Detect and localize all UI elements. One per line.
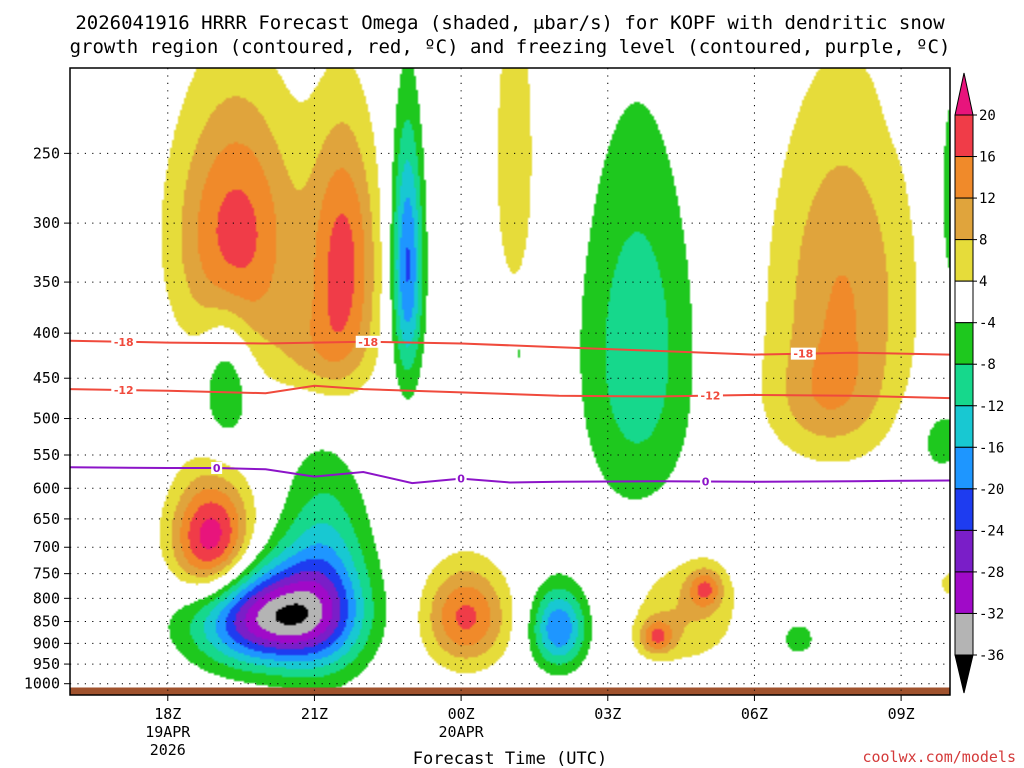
- isotherm-label: -18: [114, 336, 134, 349]
- colorbar-swatch: [954, 239, 974, 282]
- colorbar-swatch: [954, 363, 974, 407]
- y-tick-label: 400: [33, 324, 60, 342]
- colorbar-swatch: [954, 446, 974, 490]
- colorbar-over-arrow: [954, 72, 974, 116]
- colorbar-label: -12: [979, 399, 1004, 415]
- omega-shading: [70, 68, 950, 695]
- colorbar-label: -4: [979, 316, 996, 332]
- y-tick-label: 800: [33, 589, 60, 607]
- isotherm-label: -18: [793, 348, 813, 361]
- plot-frame: [69, 67, 951, 696]
- isotherm-label-bg: [790, 347, 816, 360]
- y-tick-label: 600: [33, 479, 60, 497]
- isotherm-label-bg: [455, 472, 467, 485]
- y-tick-label: 650: [33, 510, 60, 528]
- x-tick-date: 19APR: [145, 723, 191, 741]
- isotherm-label-bg: [211, 461, 223, 474]
- colorbar-label: -8: [979, 357, 996, 373]
- y-tick-label: 1000: [24, 675, 60, 693]
- y-tick-label: 350: [33, 273, 60, 291]
- y-tick-label: 250: [33, 144, 60, 162]
- isotherm-contours: -18 -18 -18 -12 -12 0 0 0: [70, 335, 950, 489]
- colorbar-swatch: [954, 612, 974, 656]
- y-tick-label: 300: [33, 214, 60, 232]
- colorbar: 20 16 12 8 4 -4 -8 -12 -16 -20 -24 -28 -32 -36: [954, 72, 1004, 694]
- colorbar-label: -28: [979, 565, 1004, 581]
- isotherm-label-bg: [700, 475, 712, 488]
- colorbar-label: -36: [979, 648, 1004, 664]
- credit-text: coolwx.com/models: [862, 748, 1016, 766]
- ground-surface: [70, 687, 950, 695]
- y-tick-label: 850: [33, 613, 60, 631]
- isotherm-label: -18: [358, 336, 378, 349]
- chart-title-line-2: growth region (contoured, red, ºC) and f…: [70, 36, 951, 58]
- x-tick-label: 18Z: [154, 705, 181, 723]
- colorbar-label: -20: [979, 482, 1004, 498]
- y-tick-label: 900: [33, 634, 60, 652]
- colorbar-swatch: [954, 280, 974, 324]
- colorbar-swatch: [954, 197, 974, 241]
- colorbar-label: -16: [979, 440, 1004, 456]
- isotherm-0: [70, 466, 950, 485]
- colorbar-swatch: [954, 156, 974, 199]
- isotherm-label-bg: [111, 335, 137, 348]
- x-tick-label: 21Z: [301, 705, 328, 723]
- x-tick-label: 09Z: [888, 705, 915, 723]
- x-tick-label: 06Z: [741, 705, 768, 723]
- y-tick-label: 700: [33, 538, 60, 556]
- isotherm-label: -12: [114, 384, 134, 397]
- y-tick-label: 750: [33, 565, 60, 583]
- x-tick-date: 20APR: [439, 723, 485, 741]
- colorbar-swatch: [954, 529, 974, 573]
- colorbar-label: 20: [979, 108, 996, 124]
- y-axis: 250 300 350 400 450 500 550 600 650 700 750 800 850 9…: [24, 144, 70, 693]
- colorbar-under-arrow: [954, 654, 974, 694]
- x-tick-label: 00Z: [448, 705, 475, 723]
- isotherm-label: -12: [701, 390, 721, 403]
- chart-title-line-1: 2026041916 HRRR Forecast Omega (shaded, …: [75, 12, 945, 34]
- colorbar-label: -32: [979, 606, 1004, 622]
- colorbar-label: 12: [979, 191, 996, 207]
- colorbar-swatch: [954, 114, 974, 158]
- y-tick-label: 950: [33, 655, 60, 673]
- y-tick-label: 550: [33, 446, 60, 464]
- colorbar-swatch: [954, 405, 974, 448]
- gridlines: [70, 68, 950, 695]
- y-tick-label: 450: [33, 369, 60, 387]
- isotherm--12: [70, 384, 950, 400]
- x-tick-label: 03Z: [594, 705, 621, 723]
- isotherm-label: 0: [702, 476, 710, 489]
- y-tick-label: 500: [33, 410, 60, 428]
- colorbar-label: -24: [979, 523, 1004, 539]
- isotherm-label: 0: [457, 473, 465, 486]
- isotherm-label: 0: [213, 462, 221, 475]
- colorbar-label: 16: [979, 150, 996, 166]
- isotherm-label-bg: [697, 389, 723, 402]
- isotherm-label-bg: [355, 335, 381, 348]
- x-tick-year: 2026: [150, 741, 186, 759]
- colorbar-label: 4: [979, 274, 987, 290]
- colorbar-swatch: [954, 322, 974, 365]
- colorbar-swatch: [954, 571, 974, 614]
- colorbar-swatch: [954, 488, 974, 531]
- isotherm-label-bg: [111, 384, 137, 397]
- x-axis-label: Forecast Time (UTC): [413, 749, 607, 768]
- colorbar-label: 8: [979, 233, 987, 249]
